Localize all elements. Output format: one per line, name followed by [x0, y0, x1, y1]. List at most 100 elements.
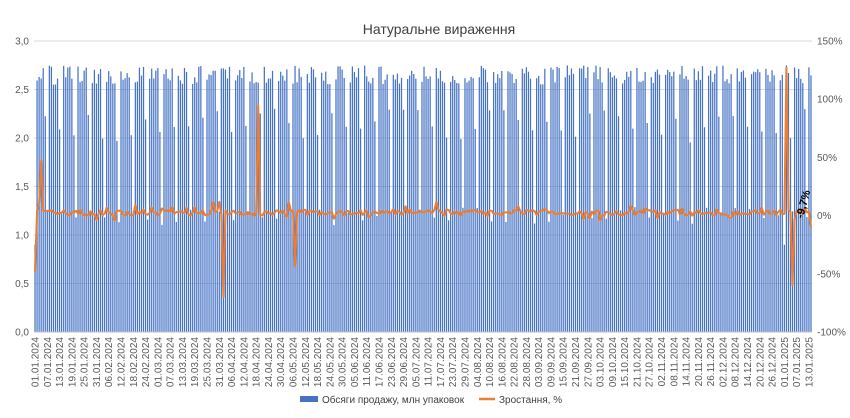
bar: [452, 76, 454, 332]
bar: [81, 80, 83, 332]
bar: [349, 82, 351, 332]
bar: [589, 113, 591, 332]
bar: [155, 70, 157, 333]
bar: [550, 67, 552, 332]
x-tick-label: 02.12.2024: [718, 337, 729, 387]
bar: [476, 207, 478, 332]
y-left-tick-label: 1,5: [15, 182, 29, 193]
bar: [755, 72, 757, 332]
bar: [746, 126, 749, 332]
bar: [120, 71, 122, 332]
bar: [204, 221, 206, 332]
bar: [624, 79, 626, 332]
bar: [89, 210, 91, 332]
bar: [697, 71, 699, 333]
x-tick-label: 28.08.2024: [522, 337, 533, 387]
bar: [470, 76, 472, 332]
bar: [583, 65, 585, 333]
bar: [484, 69, 487, 332]
bar: [40, 78, 42, 332]
x-tick-label: 12.05.2024: [301, 337, 312, 387]
bar: [468, 80, 470, 332]
y-right-tick-label: 150%: [817, 37, 843, 48]
bar: [177, 75, 179, 332]
x-tick-label: 30.04.2024: [276, 337, 287, 387]
bar: [654, 71, 656, 333]
x-tick-label: 09.10.2024: [608, 337, 619, 387]
bar: [679, 74, 681, 332]
bar: [144, 119, 147, 332]
bar: [104, 217, 106, 332]
bar: [744, 77, 747, 333]
bar: [572, 73, 575, 333]
bar: [693, 68, 695, 332]
bar: [374, 121, 376, 333]
x-tick-label: 27.09.2024: [583, 337, 594, 387]
bar: [382, 84, 384, 332]
bar: [269, 78, 272, 332]
bar: [738, 81, 740, 332]
bar: [603, 110, 605, 332]
bar: [380, 66, 382, 332]
bar: [554, 82, 556, 332]
bar: [73, 135, 75, 332]
bar: [777, 215, 779, 332]
bar: [359, 128, 362, 332]
bar: [560, 130, 562, 332]
bar: [753, 71, 755, 332]
bar: [63, 65, 65, 332]
bar: [280, 71, 282, 333]
y-right-tick-label: -100%: [817, 328, 846, 339]
bar: [478, 77, 480, 333]
bar: [128, 77, 130, 332]
bar: [748, 209, 751, 332]
bar: [214, 70, 216, 332]
bar: [179, 80, 182, 332]
x-tick-label: 21.10.2024: [632, 337, 643, 387]
bar: [664, 74, 667, 332]
bar: [628, 76, 630, 333]
bar: [497, 74, 499, 332]
bar: [56, 78, 59, 332]
bar: [667, 69, 669, 332]
bar: [126, 73, 128, 333]
bar: [282, 75, 284, 333]
bar: [247, 213, 249, 332]
bar: [314, 77, 317, 332]
bar: [271, 70, 274, 332]
bar: [642, 80, 644, 332]
bar: [462, 207, 464, 332]
x-tick-label: 01.03.2024: [153, 337, 164, 387]
bar: [335, 79, 337, 332]
bar: [527, 71, 530, 332]
bar: [505, 222, 507, 332]
bar: [157, 68, 159, 332]
bar: [464, 78, 466, 332]
bar: [480, 65, 482, 333]
bar: [112, 83, 114, 332]
bar: [542, 84, 544, 332]
x-tick-label: 12.02.2024: [117, 337, 128, 387]
bar: [169, 80, 171, 332]
bar: [458, 83, 460, 333]
bar: [507, 71, 509, 332]
bar: [190, 209, 192, 332]
bar: [304, 211, 306, 332]
bar: [333, 225, 335, 332]
bar: [370, 83, 372, 332]
bar: [390, 211, 392, 332]
bar: [151, 68, 153, 332]
bar: [261, 217, 263, 332]
bar: [454, 80, 456, 332]
bar: [486, 82, 489, 332]
x-tick-label: 14.11.2024: [682, 337, 693, 387]
bar: [521, 68, 523, 333]
bar: [493, 71, 495, 333]
bar: [781, 74, 783, 332]
y-left-tick-label: 3,0: [15, 37, 29, 48]
x-tick-label: 15.09.2024: [559, 337, 570, 387]
x-tick-label: 14.12.2024: [743, 337, 754, 387]
bar: [538, 75, 540, 332]
bar: [52, 84, 55, 332]
